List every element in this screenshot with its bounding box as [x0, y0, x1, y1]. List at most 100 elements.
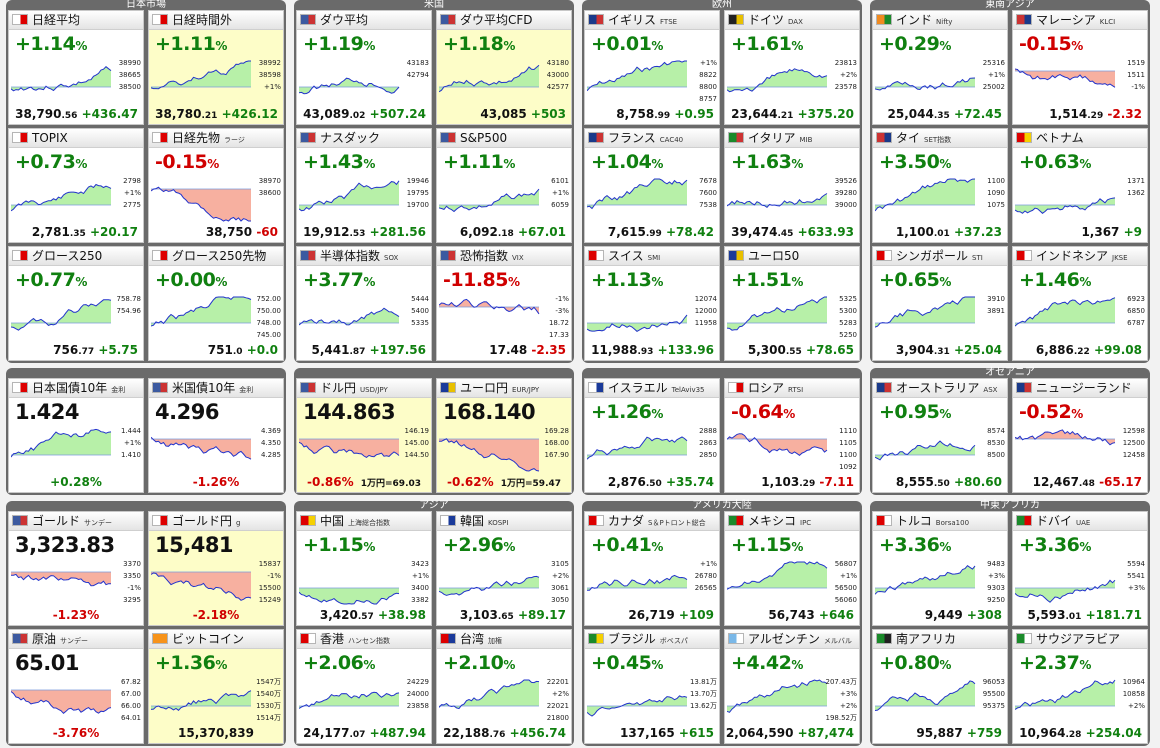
market-card[interactable]: タイ SET指数 1100 1090 1075 +3.50% 1,100.01 +37.23: [872, 128, 1008, 243]
market-card[interactable]: ブラジル ボベスパ 13.81万 13.70万 13.62万 +0.45% 137,165 …: [584, 629, 720, 744]
market-card[interactable]: ドル円 USD/JPY 146.19 145.00 144.50 144.863 -0.86…: [296, 378, 432, 493]
price-value: 5,593: [1027, 608, 1066, 622]
flag-icon: [12, 14, 28, 25]
change-percent: +1.11%: [155, 33, 227, 57]
market-card[interactable]: ユーロ50 5325 5300 5283 5250 +1.51% 5,300.55 +78.…: [724, 246, 860, 361]
market-card[interactable]: ドイツ DAX 23813 +2% 23578 +1.61% 23,644.21 +375.…: [724, 10, 860, 125]
market-card[interactable]: 米国債10年 金利 4.369 4.350 4.285 4.296 -1.26%: [148, 378, 284, 493]
market-card[interactable]: サウジアラビア 10964 10858 +2% +2.37% 10,964.28 +254…: [1012, 629, 1148, 744]
market-card[interactable]: 台湾 加権 22201 +2% 22021 21800 +2.10% 22,188.76 +4…: [436, 629, 572, 744]
market-card[interactable]: 香港 ハンセン指数 24229 24000 23858 +2.06% 24,177.07 +…: [296, 629, 432, 744]
market-subname: MIB: [799, 136, 813, 144]
market-card[interactable]: ビットコイン 1547万 1540万 1530万 1514万 +1.36% 15,370,8…: [148, 629, 284, 744]
market-card[interactable]: シンガポール STI 3910 3891 +0.65% 3,904.31 +25.04: [872, 246, 1008, 361]
flag-icon: [876, 132, 892, 143]
market-card[interactable]: オーストラリア ASX 8574 8530 8500 +0.95% 8,555.50 +80…: [872, 378, 1008, 493]
market-card[interactable]: 日本国債10年 金利 1.444 +1% 1.410 1.424 +0.28%: [8, 378, 144, 493]
market-card[interactable]: 韓国 KOSPI 3105 +2% 3061 3050 +2.96% 3,103.65 +89…: [436, 511, 572, 626]
market-card[interactable]: ニュージーランド 12598 12500 12458 -0.52% 12,467.48 -…: [1012, 378, 1148, 493]
price-tick-label: 1514万: [256, 714, 281, 722]
market-card[interactable]: トルコ Borsa100 9483 +3% 9303 9250 +3.36% 9,449 +3…: [872, 511, 1008, 626]
price-line: [587, 436, 688, 460]
market-card[interactable]: スイス SMI 12074 12000 11958 +1.13% 11,988.93 +13…: [584, 246, 720, 361]
market-card[interactable]: ダウ平均 43183 42794 +1.19% 43,089.02 +507.24: [296, 10, 432, 125]
market-card[interactable]: グロース250 758.78 754.96 +0.77% 756.77 +5.75: [8, 246, 144, 361]
price-tick-label: 11958: [694, 319, 717, 327]
percent-sign: %: [791, 157, 803, 171]
price-ticks: 19946 19795 19700: [407, 175, 429, 211]
market-card[interactable]: アルゼンチン メルバル 207.43万 +3% +2% 198.52万 +4.42% 2,06…: [724, 629, 860, 744]
market-card[interactable]: 日経時間外 38992 38598 +1% +1.11% 38,780.21 +426.1…: [148, 10, 284, 125]
change-percent-value: -0.15: [155, 151, 208, 173]
price-tick-label: +1%: [124, 439, 141, 447]
card-header: ゴールド円 g: [149, 512, 283, 531]
price-line-bottom: 137,165 +615: [585, 725, 719, 742]
percent-sign: %: [363, 540, 375, 554]
price-tick-label: 3423: [411, 560, 429, 568]
market-card[interactable]: フランス CAC40 7678 7600 7538 +1.04% 7,615.99 +78.…: [584, 128, 720, 243]
card-header: 日本国債10年 金利: [9, 379, 143, 398]
market-subname: 金利: [239, 386, 254, 394]
card-header: 原油 サンデー: [9, 630, 143, 649]
card-header: イギリス FTSE: [585, 11, 719, 30]
price-tick-label: +2%: [552, 690, 569, 698]
flag-icon: [152, 633, 168, 644]
market-card[interactable]: 日経先物 ラージ 38970 38600 -0.15% 38,750 -60: [148, 128, 284, 243]
market-name-label: ベトナム: [1036, 131, 1084, 145]
price-line-bottom: -2.18%: [149, 607, 283, 624]
market-card[interactable]: TOPIX 2798 +1% 2775 +0.73% 2,781.35 +20.17: [8, 128, 144, 243]
chart-area: [299, 308, 399, 325]
market-card[interactable]: ドバイ UAE 5594 5541 +3% +3.36% 5,593.01 +181.71: [1012, 511, 1148, 626]
price-value: 43,089: [303, 107, 350, 121]
market-card[interactable]: ダウ平均CFD 43180 43000 42577 +1.18% 43,085 +503: [436, 10, 572, 125]
market-name-label: ドル円: [320, 381, 357, 395]
price-line: [151, 186, 251, 222]
market-card[interactable]: 半導体指数 SOX 5444 5400 5335 +3.77% 5,441.87 +197.…: [296, 246, 432, 361]
price-tick-label: 2888: [699, 427, 717, 435]
market-card[interactable]: ロシア RTSI 1110 1105 1100 1092 -0.64% 1,103.29 -7…: [724, 378, 860, 493]
price-tick-label: 95500: [982, 690, 1005, 698]
market-card[interactable]: 南アフリカ 96053 95500 95375 +0.80% 95,887 +759: [872, 629, 1008, 744]
market-card[interactable]: インド Nifty 25316 +1% 25002 +0.29% 25,044.35 +72…: [872, 10, 1008, 125]
change-value: -7.11: [819, 475, 854, 489]
market-name: ビットコイン: [172, 631, 244, 647]
sparkline-chart: [11, 428, 112, 458]
market-card[interactable]: ナスダック 19946 19795 19700 +1.43% 19,912.53 +281…: [296, 128, 432, 243]
price-tick-label: -3%: [555, 307, 569, 315]
price-value: 43,085: [480, 107, 527, 121]
market-name: TOPIX: [32, 130, 68, 146]
market-card[interactable]: インドネシア JKSE 6923 6850 6787 +1.46% 6,886.22 +99…: [1012, 246, 1148, 361]
market-card[interactable]: ゴールド サンデー 3370 3350 -1% 3295 3,323.83 -1.23%: [8, 511, 144, 626]
market-card[interactable]: ゴールド円 g 15837 -1% 15500 15249 15,481 -2.18%: [148, 511, 284, 626]
market-card[interactable]: マレーシア KLCI 1519 1511 -1% -0.15% 1,514.29 -2.32: [1012, 10, 1148, 125]
market-card[interactable]: 恐怖指数 VIX -1% -3% 18.72 17.33 -11.85% 17.48 -2.3…: [436, 246, 572, 361]
market-card[interactable]: イギリス FTSE +1% 8822 8800 8757 +0.01% 8,758.99 +0…: [584, 10, 720, 125]
market-card[interactable]: イスラエル TelAviv35 2888 2863 2850 +1.26% 2,876.50…: [584, 378, 720, 493]
change-percent: +0.95%: [879, 401, 951, 425]
price-value: 9,449: [924, 608, 963, 622]
price-decimal: .48: [1078, 479, 1095, 489]
market-card[interactable]: S&P500 6101 +1% 6059 +1.11% 6,092.18 +67.01: [436, 128, 572, 243]
market-card[interactable]: ベトナム 1371 1362 +0.63% 1,367 +9: [1012, 128, 1148, 243]
market-card[interactable]: イタリア MIB 39526 39280 39000 +1.63% 39,474.45 +6…: [724, 128, 860, 243]
price-tick-label: 39000: [834, 201, 857, 209]
price-value: 95,887: [916, 726, 963, 740]
market-card[interactable]: 原油 サンデー 67.82 67.00 66.00 64.01 65.01 -3.76%: [8, 629, 144, 744]
price-tick-label: 18.72: [548, 319, 569, 327]
change-percent-value: +2.96: [443, 534, 504, 556]
price-tick-label: 9483: [987, 560, 1005, 568]
market-card[interactable]: 日経平均 38990 38665 38500 +1.14% 38,790.56 +436.…: [8, 10, 144, 125]
market-name-label: グロース250先物: [172, 249, 267, 263]
market-card[interactable]: メキシコ IPC 56807 +1% 56500 56060 +1.15% 56,743 +6…: [724, 511, 860, 626]
flag-icon: [728, 515, 744, 526]
price-line: [587, 574, 688, 591]
market-card[interactable]: グロース250先物 752.00 750.00 748.00 745.00 +0.00% 7…: [148, 246, 284, 361]
market-subname: SOX: [384, 254, 399, 262]
card-header: ベトナム: [1013, 129, 1147, 148]
market-name: ロシア RTSI: [748, 380, 803, 398]
market-card[interactable]: ユーロ円 EUR/JPY 169.28 168.00 167.90 168.140 -0.6…: [436, 378, 572, 493]
price-tick-label: 3910: [987, 295, 1005, 303]
market-card[interactable]: 中国 上海総合指数 3423 +1% 3400 3382 +1.15% 3,420.57 +3…: [296, 511, 432, 626]
market-card[interactable]: カナダ S＆Pトロント総合 +1% 26780 26565 +0.41% 26,719 +1…: [584, 511, 720, 626]
price-line: [11, 299, 112, 331]
